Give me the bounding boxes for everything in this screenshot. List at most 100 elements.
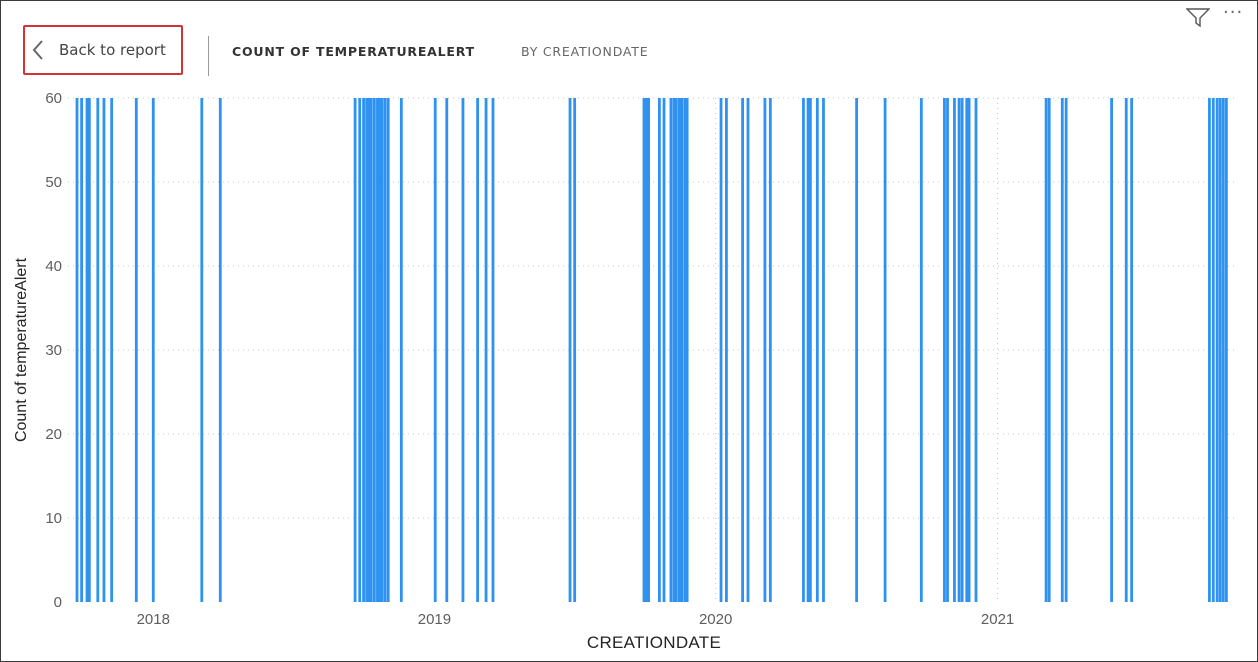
bar[interactable]	[1130, 98, 1134, 602]
bar[interactable]	[642, 98, 646, 602]
bar[interactable]	[647, 98, 651, 602]
header-divider	[208, 36, 209, 76]
bar[interactable]	[573, 98, 577, 602]
bar[interactable]	[1060, 98, 1064, 602]
bar[interactable]	[380, 98, 384, 602]
bar[interactable]	[383, 98, 387, 602]
bar[interactable]	[1208, 98, 1211, 602]
bar[interactable]	[657, 98, 661, 602]
bar[interactable]	[376, 98, 379, 602]
bar[interactable]	[484, 98, 488, 602]
filter-icon[interactable]	[1185, 8, 1211, 32]
bar[interactable]	[110, 98, 114, 602]
bar[interactable]	[386, 98, 390, 602]
bar[interactable]	[763, 98, 767, 602]
bar[interactable]	[957, 98, 961, 602]
more-options-icon[interactable]: ···	[1223, 2, 1244, 23]
bar[interactable]	[768, 98, 772, 602]
y-axis-ticks: 0 10 20 30 40 50 60	[45, 90, 62, 611]
bar[interactable]	[75, 98, 79, 602]
bar[interactable]	[218, 98, 222, 602]
bar[interactable]	[672, 98, 676, 602]
bar[interactable]	[1047, 98, 1051, 602]
bar[interactable]	[815, 98, 819, 602]
x-tick-label: 2021	[981, 611, 1014, 628]
bar[interactable]	[200, 98, 204, 602]
bar[interactable]	[919, 98, 923, 602]
x-tick-label: 2018	[137, 611, 170, 628]
bar[interactable]	[719, 98, 723, 602]
bar[interactable]	[822, 98, 825, 602]
bar[interactable]	[1224, 98, 1228, 602]
bar[interactable]	[96, 98, 100, 602]
y-tick-label: 20	[45, 426, 62, 443]
bar[interactable]	[680, 98, 684, 602]
bar[interactable]	[1110, 98, 1113, 602]
bar[interactable]	[1124, 98, 1128, 602]
bar[interactable]	[662, 98, 666, 602]
bar[interactable]	[1211, 98, 1215, 602]
bar[interactable]	[433, 98, 437, 602]
bar[interactable]	[806, 98, 810, 602]
bar[interactable]	[1215, 98, 1219, 602]
bar[interactable]	[746, 98, 750, 602]
bar[interactable]	[953, 98, 956, 602]
bar[interactable]	[1221, 98, 1225, 602]
bar[interactable]	[378, 98, 382, 602]
bar[interactable]	[974, 98, 978, 602]
bar[interactable]	[102, 98, 106, 602]
bar[interactable]	[1044, 98, 1048, 602]
bar[interactable]	[669, 98, 673, 602]
visual-subtitle: BY CREATIONDATE	[521, 44, 649, 59]
bar[interactable]	[80, 98, 84, 602]
x-tick-label: 2020	[699, 611, 732, 628]
y-tick-label: 0	[54, 594, 62, 611]
bar[interactable]	[960, 98, 964, 602]
bar[interactable]	[134, 98, 138, 602]
bar[interactable]	[399, 98, 403, 602]
chevron-left-icon	[31, 39, 45, 61]
y-tick-label: 10	[45, 510, 62, 527]
bar[interactable]	[568, 98, 572, 602]
bar[interactable]	[855, 98, 859, 602]
bar[interactable]	[491, 98, 495, 602]
bar[interactable]	[946, 98, 949, 602]
x-axis-label: CREATIONDATE	[586, 633, 722, 652]
bar[interactable]	[725, 98, 728, 602]
y-axis-label: Count of temperatureAlert	[13, 257, 30, 443]
bar[interactable]	[87, 98, 91, 602]
bar[interactable]	[362, 98, 365, 602]
bar[interactable]	[476, 98, 479, 602]
x-axis-ticks: 2018 2019 2020 2021	[137, 611, 1015, 628]
bar[interactable]	[1218, 98, 1222, 602]
bar[interactable]	[644, 98, 648, 602]
back-to-report-button[interactable]: Back to report	[23, 25, 183, 75]
bar[interactable]	[965, 98, 969, 602]
bar[interactable]	[808, 98, 812, 602]
bar[interactable]	[372, 98, 376, 602]
bar[interactable]	[685, 98, 689, 602]
chart-gridlines	[68, 97, 1236, 602]
bar[interactable]	[678, 98, 681, 602]
bar[interactable]	[943, 98, 946, 602]
back-to-report-label: Back to report	[59, 41, 166, 59]
bar[interactable]	[369, 98, 373, 602]
bar[interactable]	[85, 98, 89, 602]
bar[interactable]	[353, 98, 357, 602]
bar[interactable]	[367, 98, 371, 602]
bar[interactable]	[1064, 98, 1068, 602]
bar[interactable]	[445, 98, 449, 602]
bar[interactable]	[358, 98, 362, 602]
bar[interactable]	[683, 98, 687, 602]
bar[interactable]	[365, 98, 369, 602]
x-tick-label: 2019	[418, 611, 451, 628]
bar[interactable]	[151, 98, 155, 602]
bar[interactable]	[461, 98, 465, 602]
bar[interactable]	[967, 98, 971, 602]
bar[interactable]	[883, 98, 887, 602]
bar[interactable]	[741, 98, 744, 602]
y-tick-label: 50	[45, 174, 62, 191]
bar[interactable]	[802, 98, 805, 602]
bar[interactable]	[674, 98, 678, 602]
